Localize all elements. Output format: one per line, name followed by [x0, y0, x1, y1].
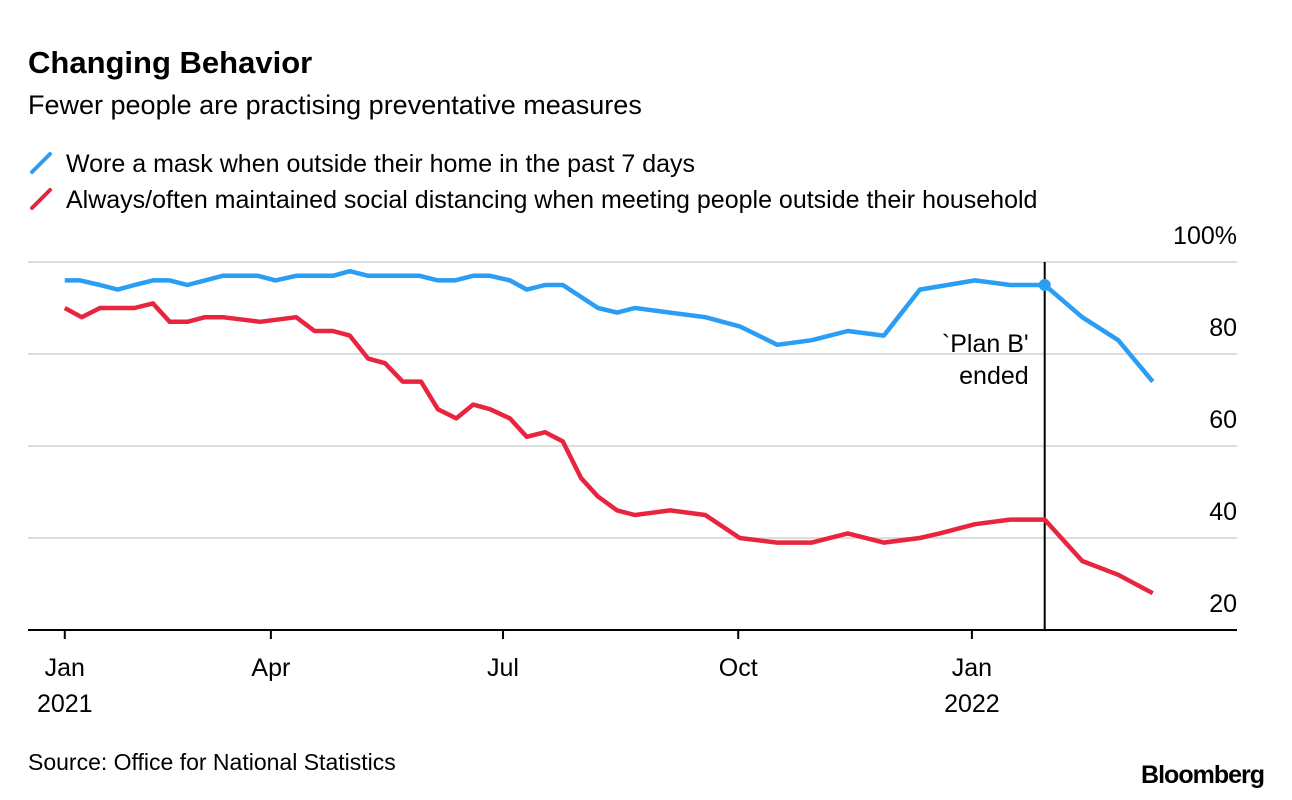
y-tick-label: 100% [1173, 222, 1237, 250]
annotation-text: `Plan B' [942, 330, 1029, 358]
y-tick-label: 20 [1209, 590, 1237, 618]
brand: Bloomberg [1141, 761, 1264, 789]
x-tick-label: Jul [487, 654, 519, 682]
highlight-point [1038, 279, 1051, 291]
legend-label: Always/often maintained social distancin… [66, 186, 1037, 214]
y-tick-label: 60 [1209, 406, 1237, 434]
y-tick-label: 40 [1209, 498, 1237, 526]
annotation-text: ended [959, 362, 1029, 390]
chart-title: Changing Behavior [28, 45, 312, 80]
x-tick-label: Jan 2021 [36, 654, 93, 718]
source: Source: Office for National Statistics [28, 749, 396, 775]
x-tick-label: Apr [251, 654, 291, 682]
y-tick-label: 80 [1209, 314, 1237, 342]
legend-swatch [30, 188, 52, 210]
x-tick-label: Jan 2022 [944, 654, 1000, 718]
chart-subtitle: Fewer people are practising preventative… [28, 90, 642, 120]
series-line [63, 301, 1154, 596]
x-tick-label: Oct [718, 654, 758, 682]
legend-swatch [30, 152, 52, 174]
legend-label: Wore a mask when outside their home in t… [66, 150, 695, 178]
series-line [64, 268, 1155, 384]
